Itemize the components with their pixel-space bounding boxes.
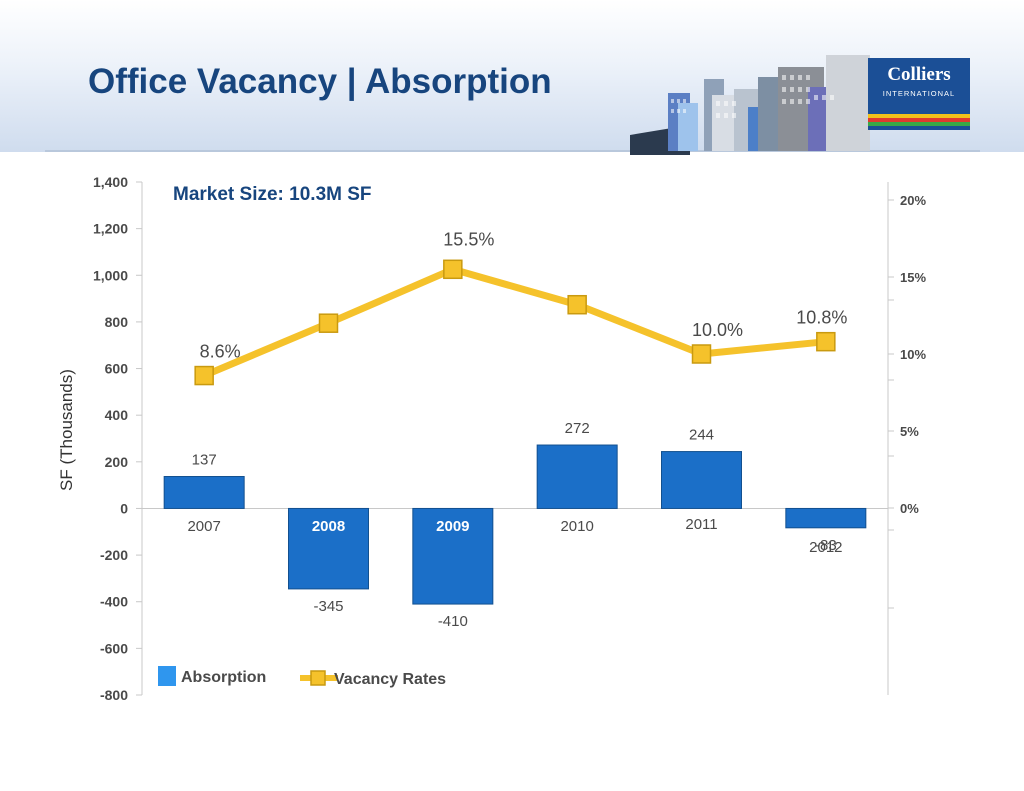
logo-name: Colliers (887, 64, 951, 85)
y-tick-label: -800 (100, 687, 128, 703)
y-tick-label: -400 (100, 594, 128, 610)
vacancy-marker-2007 (194, 365, 214, 386)
legend-absorption-swatch (158, 666, 176, 686)
y-tick-label: 0 (120, 500, 128, 516)
y-tick-label: -600 (100, 640, 128, 656)
vacancy-marker-2009 (443, 259, 463, 280)
bar-absorption-2010 (536, 444, 618, 509)
bar-absorption-2011 (661, 451, 742, 509)
legend-absorption-label: Absorption (181, 669, 266, 686)
y-tick-label: 1,200 (93, 221, 128, 237)
x-category-label: 2007 (187, 518, 220, 535)
y2-tick-label: 0% (900, 501, 919, 516)
bar-value-label: -345 (313, 598, 343, 615)
bar-absorption-2012 (785, 507, 867, 529)
y-tick-label: -200 (100, 547, 128, 563)
bar-value-label: 137 (192, 452, 217, 469)
colliers-logo: Colliers INTERNATIONAL (868, 58, 970, 130)
bar-value-label: 244 (689, 427, 714, 444)
vacancy-marker-2011 (691, 344, 712, 364)
y2-tick-label: 5% (900, 424, 919, 439)
x-category-label: 2011 (685, 516, 717, 533)
header-divider (45, 150, 980, 152)
vacancy-value-label: 15.5% (443, 229, 494, 249)
y-axis-title: SF (Thousands) (57, 369, 76, 491)
y2-tick-label: 15% (900, 270, 926, 285)
vacancy-rate-line (202, 265, 827, 379)
vacancy-value-label: 10.8% (796, 308, 847, 328)
market-size-label: Market Size: 10.3M SF (173, 184, 372, 205)
bar-absorption-2007 (163, 476, 245, 509)
vacancy-marker-2008 (318, 313, 339, 333)
bar-value-label: -410 (438, 613, 468, 630)
x-category-label: 2008 (312, 518, 345, 535)
logo-color-bands (868, 114, 970, 130)
x-category-label: 2010 (560, 518, 593, 535)
x-category-label: 2009 (436, 518, 469, 535)
y2-tick-label: 10% (900, 347, 926, 362)
vacancy-marker-2012 (816, 331, 836, 352)
vacancy-value-label: 10.0% (692, 320, 743, 340)
x-category-label: 2012 (809, 539, 842, 556)
y-tick-label: 400 (105, 407, 129, 423)
vacancy-value-label: 8.6% (200, 342, 241, 362)
y-tick-label: 600 (105, 361, 129, 377)
vacancy-marker-2010 (567, 294, 587, 315)
city-skyline-image (630, 55, 870, 155)
bar-absorption-2008 (288, 507, 369, 590)
y-tick-label: 1,400 (93, 174, 128, 190)
y-tick-label: 200 (105, 454, 129, 470)
y2-tick-label: 20% (900, 193, 926, 208)
page-title: Office Vacancy | Absorption (88, 62, 552, 101)
bar-value-label: -83 (815, 537, 837, 554)
logo-subtitle: INTERNATIONAL (882, 89, 956, 98)
y-tick-label: 800 (105, 314, 129, 330)
legend-vacancy-label: Vacancy Rates (334, 671, 446, 688)
bar-value-label: 272 (565, 420, 590, 437)
bar-absorption-2009 (412, 507, 494, 605)
y-tick-label: 1,000 (93, 267, 128, 283)
legend-vacancy-marker (310, 670, 326, 686)
